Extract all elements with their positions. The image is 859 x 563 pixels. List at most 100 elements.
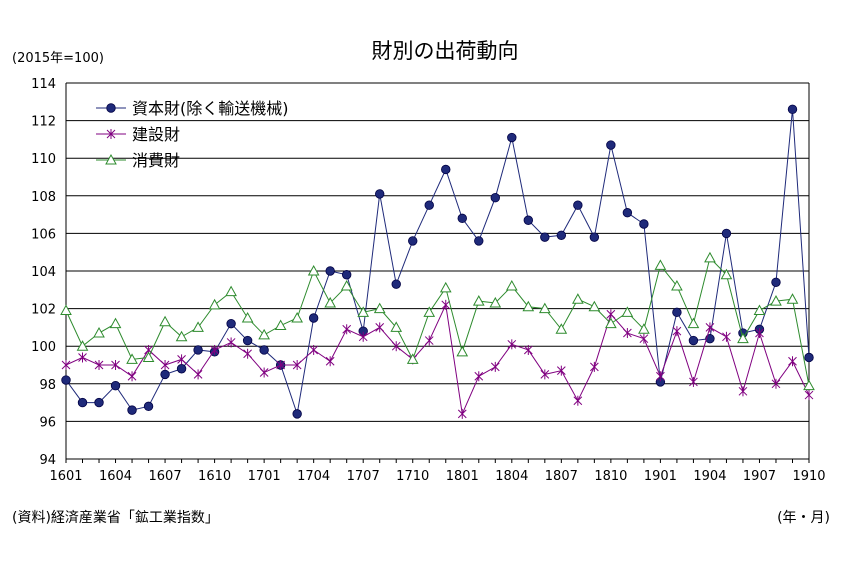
legend-marker [105,153,117,165]
series-1-point [276,360,285,370]
series-0-point [308,313,319,323]
legend-label: 消費財 [132,151,180,170]
series-1-point [771,378,781,389]
series-1-point [474,371,484,382]
y-tick-label: 104 [31,265,56,280]
series-0-point [721,228,732,239]
series-1-point [623,328,632,339]
series-line-2 [65,256,810,386]
x-tick-label: 1807 [545,469,578,484]
series-2-point [340,280,353,291]
y-tick-labels: 94 96 98 100 102 104 106 108 110 112 114 [31,77,56,468]
series-1-point [573,395,583,406]
series-1-point [342,324,352,335]
series-2-point [786,293,799,304]
series-1-point [358,331,368,342]
y-tick-label: 100 [31,340,56,355]
series-2-point [357,306,370,317]
series-1-point [243,348,252,359]
series-2-point [258,328,270,340]
series-2-point [126,353,138,364]
x-tick-label: 1801 [446,469,479,484]
legend-marker [106,129,116,139]
series-2-point [142,351,155,362]
series-0-point [94,397,104,408]
x-tick-label: 1610 [198,469,231,484]
series-1-point [705,322,715,333]
series-2-point [687,317,700,329]
x-tick-labels: 1601 1604 1607 1610 1701 1704 1707 1710 1801 1804… [49,469,825,484]
series-2-point [192,321,204,332]
y-tick-label: 110 [31,152,56,167]
series-2-point [621,306,634,317]
series-2-point [76,340,89,351]
series-1-point [424,335,434,346]
series-1-point [210,344,219,355]
series-1-point [689,376,698,387]
series-1-point [375,322,385,333]
series-1-point [325,356,335,367]
legend-label: 資本財(除く輸送機械) [132,99,289,118]
x-tick-label: 1704 [297,469,330,484]
series-2-point [538,302,551,314]
series-1-point [457,408,467,419]
grid-lines [66,82,809,460]
series-2-point [720,268,733,280]
series-2-point [588,300,601,312]
series-1-point [507,339,517,350]
series-2-point [770,295,782,306]
series-0-point [143,401,154,412]
series-1-point [606,309,616,320]
series-0-point [226,318,236,329]
x-tick-label: 1710 [396,469,429,484]
series-2-point [291,311,304,323]
series-2-point [406,353,419,364]
series-2-point [241,311,254,323]
series-0-point [77,397,88,408]
series-2-point [225,285,237,297]
series-1-point [94,360,104,370]
series-0-point [176,364,187,374]
series-2-point [571,293,584,304]
series-2-point [159,315,171,327]
series-0-point [160,369,170,380]
series-2 [60,251,815,391]
series-0-point [688,335,699,346]
series-2-point [704,251,716,263]
series-0-point [622,208,633,218]
series-1-point [61,360,71,370]
x-tick-label: 1907 [743,469,776,484]
legend-marker [106,103,116,113]
series-1-point [540,369,550,380]
series-2-point [274,319,287,331]
series-1-point [523,344,533,355]
x-tick-label: 1904 [693,469,726,484]
series-group [60,104,815,419]
series-1-point [672,326,682,337]
x-tick-label: 1701 [248,469,281,484]
chart-title: 財別の出荷動向 [372,39,519,63]
series-1-point [160,360,170,370]
y-tick-label: 114 [31,77,56,92]
series-2-point [208,298,221,310]
series-2-point [555,323,568,334]
series-0-point [540,232,550,242]
series-1-point [391,341,401,352]
series-2-point [605,317,617,329]
series-0-point [242,335,253,346]
series-0-point [391,279,401,289]
series-0-point [523,215,534,225]
x-tick-label: 1601 [49,469,82,484]
series-1-point [804,390,814,401]
legend-item-1: 建設財 [96,125,180,144]
series-2-point [456,345,469,357]
series-0-point [375,189,385,199]
series-0-point [771,277,781,287]
series-0-point [573,200,583,210]
y-tick-label: 106 [31,227,56,242]
series-2-point [439,281,452,293]
series-1-point [639,333,649,344]
series-1-point [78,352,87,363]
